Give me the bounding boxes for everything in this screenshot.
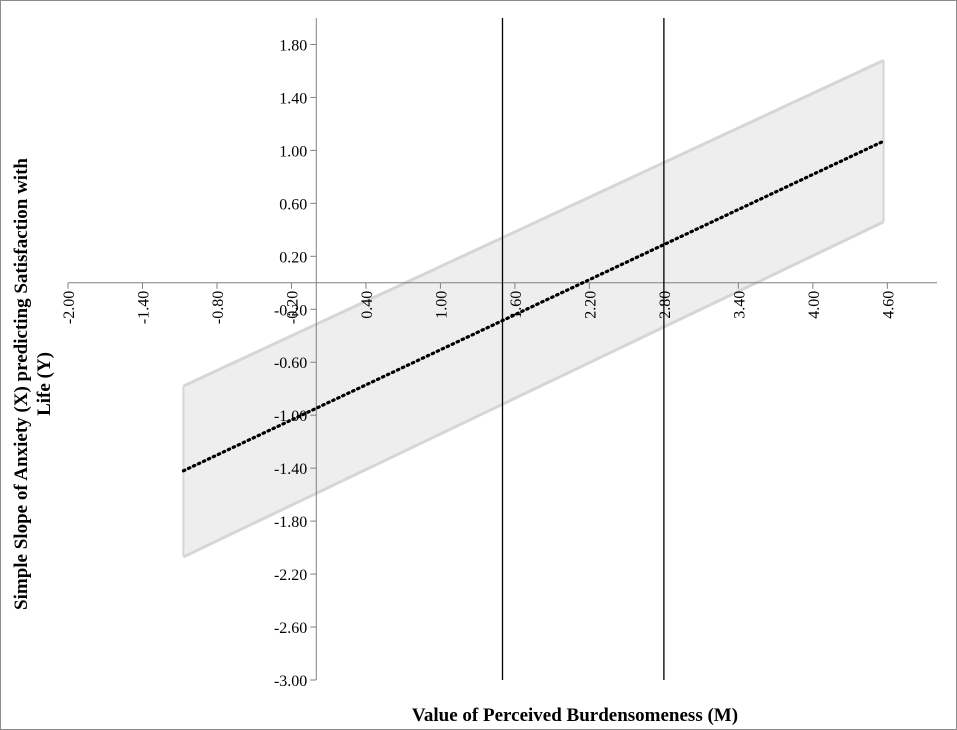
y-tick-label: 1.40 (279, 90, 307, 107)
x-tick-label: 4.60 (880, 291, 897, 319)
y-tick-label: -1.40 (274, 461, 307, 478)
y-tick-label: -0.20 (274, 302, 307, 319)
x-tick-label: 3.40 (731, 291, 748, 319)
x-tick-label: 1.60 (508, 291, 525, 319)
x-tick-label: 2.20 (582, 291, 599, 319)
x-tick-label: -2.00 (61, 291, 78, 324)
tick-labels-layer: 1.80 1.40 1.00 0.60 0.20 -0.20 -0.60 -1.00 -1.40… (61, 37, 897, 690)
simple-slope-line (181, 139, 886, 473)
y-tick-label: -2.20 (274, 567, 307, 584)
x-tick-label: 0.40 (359, 291, 376, 319)
x-tick-label: -0.80 (210, 291, 227, 324)
x-axis-title: Value of Perceived Burdensomeness (M) (412, 705, 738, 726)
y-tick-label: 0.20 (279, 249, 307, 266)
x-tick-label: -1.40 (135, 291, 152, 324)
x-tick-label: 4.00 (806, 291, 823, 319)
x-tick-label: 1.00 (433, 291, 450, 319)
y-tick-label: 0.60 (279, 196, 307, 213)
y-axis-title-line2: Life (Y) (34, 352, 55, 416)
confidence-band-area (183, 60, 884, 557)
y-axis-title-line1: Simple Slope of Anxiety (X) predicting S… (11, 158, 32, 610)
confidence-band-layer (182, 59, 885, 559)
confidence-band-lower-edge (182, 220, 885, 559)
x-tick-label: 2.80 (657, 291, 674, 319)
y-tick-label: -1.80 (274, 514, 307, 531)
y-tick-label: -2.60 (274, 620, 307, 637)
y-tick-label: 1.80 (279, 37, 307, 54)
series-layer (181, 139, 886, 473)
reference-lines-layer (501, 18, 665, 680)
y-tick-label: 1.00 (279, 143, 307, 160)
x-tick-label: -0.20 (284, 291, 301, 324)
y-tick-label: -3.00 (274, 673, 307, 690)
confidence-band-upper-edge (182, 59, 885, 388)
y-tick-label: -1.00 (274, 408, 307, 425)
y-tick-label: -0.60 (274, 355, 307, 372)
